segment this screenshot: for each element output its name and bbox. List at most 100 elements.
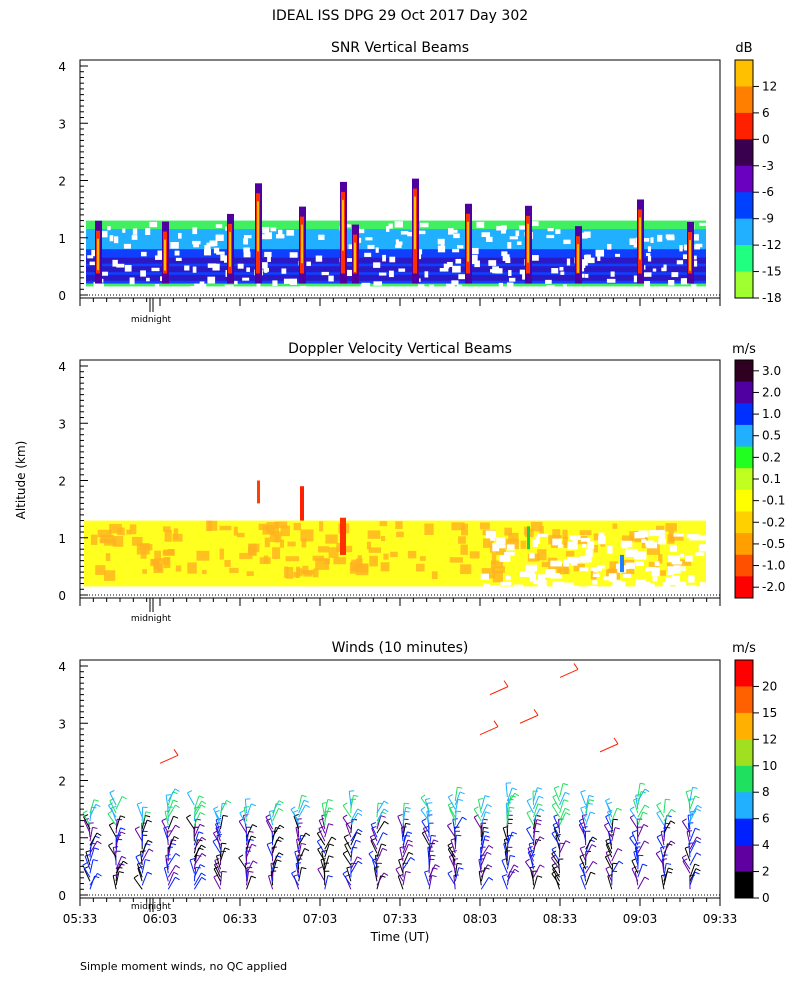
doppler-downdraft-patch [505,538,519,550]
doppler-colorbar-swatch [735,446,753,469]
snr-colorbar-swatch [735,60,753,87]
doppler-downdraft-patch [537,549,547,561]
wind-barb [527,848,534,862]
doppler-downdraft-patch [579,530,592,536]
wind-barb-flag [226,800,232,804]
snr-gap [246,267,250,272]
snr-gap [501,251,508,256]
wind-barb-flag [161,818,167,822]
doppler-downdraft-patch [479,522,490,530]
wind-barb-flag [278,852,284,856]
snr-gap [281,268,287,274]
wind-barb [350,832,358,846]
wind-barb [605,816,613,830]
wind-barb-flag [224,847,230,851]
snr-gap [328,275,334,282]
wind-barb [532,875,538,890]
wind-barb-flag [616,807,622,811]
snr-gap [267,255,271,262]
wind-barb [552,796,561,810]
snr-gap [691,234,699,241]
doppler-downdraft-patch [287,541,296,547]
snr-gap [610,271,615,277]
snr-gap [259,262,268,269]
wind-barb-flag [525,858,530,863]
wind-barb-flag [301,867,307,870]
wind-barb [585,836,593,850]
wind-barb [350,840,357,854]
wind-barb [272,859,278,874]
snr-gap [437,245,446,253]
wind-barb [551,853,560,866]
snr-gap [102,271,108,276]
wind-barb-flag [173,836,179,840]
wind-barb-flag [368,850,374,855]
wind-barb-flag [456,862,463,865]
snr-gap [177,232,182,239]
snr-colorbar-label: -6 [762,185,774,199]
wind-barb-flag [670,840,676,844]
doppler-gap [624,549,637,558]
wind-barb [350,856,358,870]
winds-colorbar-swatch [735,792,753,820]
wind-barb-flag [631,830,637,833]
snr-gap [356,228,365,234]
wind-barb [89,859,94,874]
wind-barb [402,839,409,854]
wind-barb [298,843,302,858]
wind-barb [689,863,696,878]
doppler-downdraft-patch [142,569,147,574]
wind-barb-flag [644,804,650,809]
wind-barb [506,787,513,802]
wind-barb-flag [592,860,598,865]
wind-barb [637,824,645,838]
doppler-downdraft-patch [319,521,324,532]
wind-barb [687,815,691,830]
wind-barb [663,799,666,814]
doppler-downdraft-patch [491,553,497,565]
doppler-gap [584,555,589,563]
wind-barb-flag [539,808,545,812]
wind-barb [656,804,665,818]
doppler-downdraft-patch [173,528,179,540]
wind-barb [689,805,698,818]
snr-gap [234,280,238,285]
doppler-downdraft-patch [648,561,660,572]
doppler-downdraft-patch [396,531,404,538]
wind-barb-flag [430,834,437,837]
wind-barb [604,800,613,814]
doppler-gap [496,537,505,545]
wind-barb-flag [92,859,99,862]
doppler-colorbar-swatch [735,360,753,383]
snr-gap [283,278,291,284]
wind-barb [580,791,587,806]
winds-x-tick-label: 06:03 [143,912,178,926]
doppler-colorbar-label: -0.1 [762,494,785,508]
wind-barb [637,840,645,854]
doppler-gap [669,544,677,552]
doppler-gap [480,573,490,580]
doppler-gap [680,566,686,571]
wind-barb [611,848,619,862]
doppler-downdraft-patch [103,570,116,581]
wind-barb-flag [644,876,650,880]
wind-barb-flag [301,794,307,798]
wind-barb [501,876,508,890]
wind-barb [635,795,639,810]
wind-barb [636,819,639,834]
wind-barb [342,817,352,830]
doppler-y-axis: 0 1 2 3 4 [58,360,720,603]
doppler-colorbar-swatch [735,554,753,577]
doppler-gap [667,566,674,576]
wind-barb-flag [175,852,181,857]
wind-barb-flag [667,871,673,874]
wind-barb-flag [488,877,494,881]
wind-barb [533,803,539,818]
doppler-downdraft-patch [658,554,663,564]
wind-barb [550,857,560,870]
snr-colorbar-swatch [735,192,753,220]
doppler-gap [668,555,681,562]
wind-barb-flag [590,811,596,815]
wind-barb [454,811,457,826]
doppler-downdraft-patch [274,521,288,529]
